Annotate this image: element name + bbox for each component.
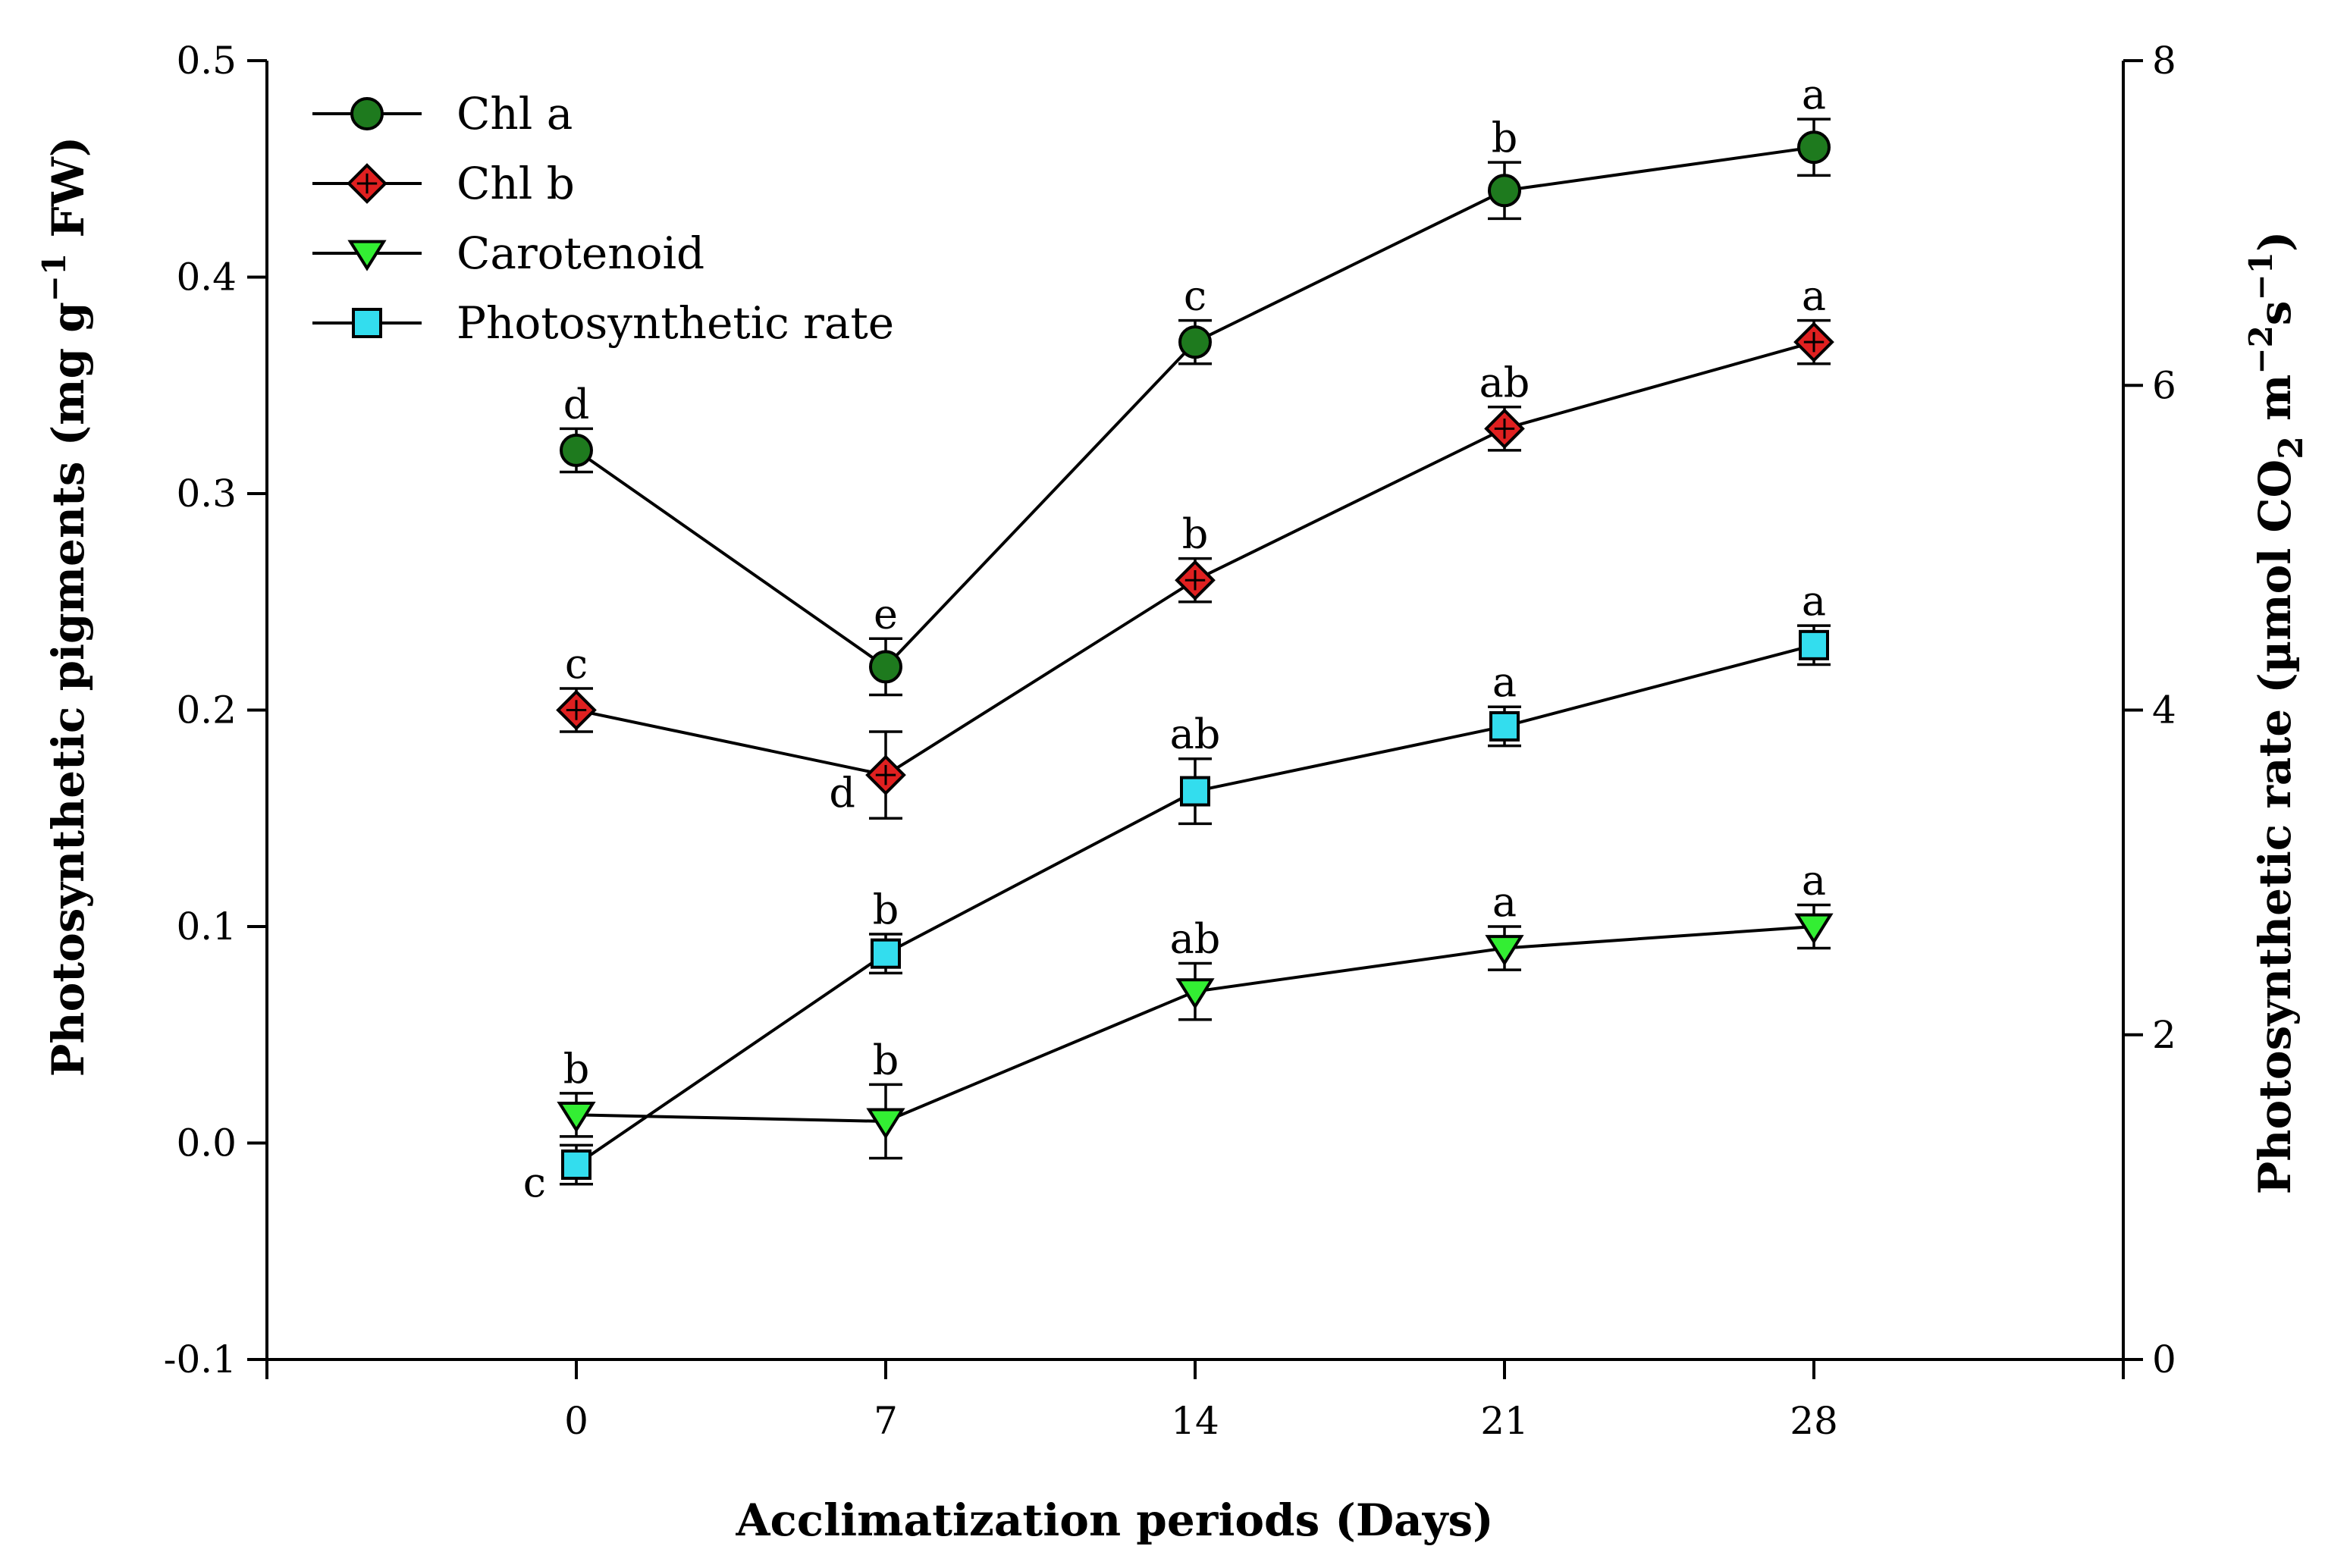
data-point (1793, 321, 1834, 362)
x-tick-label: 14 (1171, 1399, 1219, 1443)
significance-letter: b (873, 886, 899, 933)
significance-letter: ab (1479, 359, 1530, 406)
significance-letter: a (1492, 658, 1517, 706)
data-point (1489, 710, 1520, 742)
y-left-tick-label: 0.4 (176, 256, 237, 299)
y-left-tick-label: 0.5 (176, 39, 237, 83)
significance-letter: e (874, 590, 898, 638)
legend-item: Chl a (312, 88, 573, 140)
legend-marker (352, 308, 382, 338)
y-right-tick-label: 2 (2152, 1013, 2176, 1057)
significance-letter: ab (1170, 915, 1221, 963)
significance-letter: a (1492, 878, 1517, 926)
significance-letter: b (873, 1036, 899, 1083)
y-right-tick-label: 8 (2152, 39, 2176, 83)
legend-label: Chl b (457, 158, 575, 209)
legend-item: Photosynthetic rate (312, 297, 894, 349)
legend-item: Chl b (312, 158, 575, 209)
x-axis-title: Acclimatization periods (Days) (735, 1494, 1493, 1546)
x-tick-label: 0 (564, 1399, 588, 1443)
axis-ticks: -0.1 0.0 0.1 0.2 0.3 0.4 0.5 0 2 4 6 8 0 7 14 21 28 (164, 39, 2176, 1443)
series-chl-b: c d b ab a (556, 272, 1834, 820)
data-point (1180, 776, 1210, 807)
significance-letter: d (829, 769, 855, 817)
significance-letter: b (563, 1045, 590, 1093)
data-point (1485, 935, 1524, 967)
y-left-tick-label: -0.1 (164, 1338, 237, 1381)
significance-letter: c (1184, 272, 1206, 320)
significance-letter: a (1802, 272, 1826, 320)
significance-letter: ab (1170, 710, 1221, 758)
data-point (1178, 325, 1212, 359)
y-right-tick-label: 6 (2152, 363, 2176, 407)
significance-letter: a (1802, 71, 1826, 118)
data-point (557, 1101, 596, 1133)
legend-label: Carotenoid (457, 227, 704, 279)
y-left-tick-label: 0.3 (176, 472, 237, 516)
y-right-tick-label: 4 (2152, 688, 2176, 732)
data-point (865, 754, 906, 795)
data-point (561, 1149, 591, 1181)
legend: Chl a Chl b Carotenoid Photosynthetic rate (312, 88, 894, 349)
data-point (1797, 130, 1831, 165)
x-tick-label: 28 (1790, 1399, 1838, 1443)
data-point (556, 689, 597, 731)
legend-label: Chl a (457, 88, 573, 140)
data-point (866, 1108, 905, 1140)
data-point (1799, 629, 1829, 660)
significance-letter: b (1182, 510, 1209, 558)
significance-letter: d (563, 380, 590, 428)
series-carotenoid: b b ab a a (557, 856, 1834, 1160)
data-point (560, 433, 593, 467)
series-chl-a: d e c b a (560, 71, 1831, 697)
legend-label: Photosynthetic rate (457, 297, 894, 349)
legend-marker (350, 97, 384, 130)
data-point (1484, 408, 1525, 450)
significance-letter: c (523, 1159, 546, 1206)
data-point (1794, 913, 1834, 945)
data-point (1488, 174, 1521, 208)
y-axis-right-title: Photosynthetic rate (µmol CO2 m−2s−1) (2242, 231, 2311, 1195)
x-tick-label: 21 (1480, 1399, 1529, 1443)
x-tick-label: 7 (874, 1399, 898, 1443)
data-point (871, 938, 901, 969)
data-point (1175, 560, 1216, 601)
significance-letter: a (1802, 577, 1826, 625)
y-left-tick-label: 0.0 (176, 1121, 237, 1165)
significance-letter: a (1802, 856, 1826, 904)
significance-letter: c (565, 640, 588, 688)
legend-marker (347, 240, 387, 271)
legend-item: Carotenoid (312, 227, 704, 279)
data-point (869, 650, 902, 684)
y-left-tick-label: 0.2 (176, 688, 237, 732)
significance-letter: b (1492, 114, 1518, 162)
y-right-tick-label: 0 (2152, 1338, 2176, 1381)
y-left-tick-label: 0.1 (176, 905, 237, 949)
legend-marker (347, 163, 388, 204)
data-point (1175, 978, 1215, 1010)
y-axis-left-title: Photosynthetic pigments (mg g−1 FW) (36, 136, 94, 1077)
